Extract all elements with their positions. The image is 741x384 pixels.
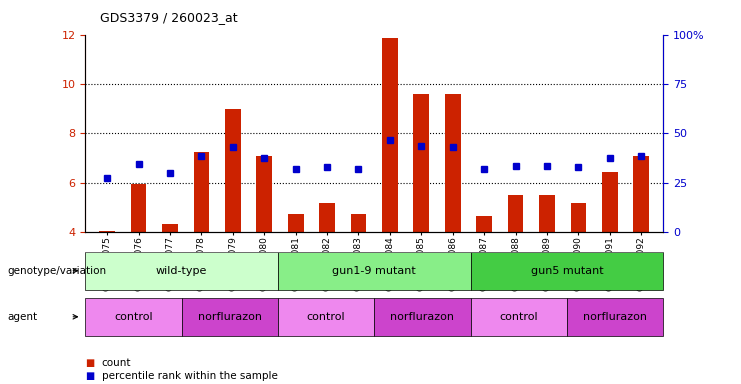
Text: GDS3379 / 260023_at: GDS3379 / 260023_at <box>100 12 238 25</box>
Bar <box>130 184 147 232</box>
Text: gun5 mutant: gun5 mutant <box>531 266 603 276</box>
Text: norflurazon: norflurazon <box>583 312 647 322</box>
Bar <box>539 195 555 232</box>
Text: count: count <box>102 358 131 368</box>
Bar <box>256 156 272 232</box>
Bar <box>319 203 335 232</box>
Bar <box>162 223 178 232</box>
Bar <box>413 94 429 232</box>
Text: agent: agent <box>7 312 38 322</box>
Text: control: control <box>114 312 153 322</box>
Bar <box>225 109 241 232</box>
Bar <box>382 38 398 232</box>
Text: genotype/variation: genotype/variation <box>7 266 107 276</box>
Bar <box>508 195 523 232</box>
Bar <box>288 214 304 232</box>
Text: control: control <box>307 312 345 322</box>
Text: norflurazon: norflurazon <box>198 312 262 322</box>
Text: norflurazon: norflurazon <box>391 312 454 322</box>
Text: control: control <box>499 312 538 322</box>
Text: gun1-9 mutant: gun1-9 mutant <box>332 266 416 276</box>
Text: percentile rank within the sample: percentile rank within the sample <box>102 371 277 381</box>
Text: wild-type: wild-type <box>156 266 207 276</box>
Bar <box>350 214 366 232</box>
Bar <box>634 156 649 232</box>
Text: ■: ■ <box>85 371 94 381</box>
Bar <box>99 231 115 232</box>
Bar <box>193 152 209 232</box>
Bar <box>445 94 461 232</box>
Bar <box>571 203 586 232</box>
Bar <box>602 172 618 232</box>
Text: ■: ■ <box>85 358 94 368</box>
Bar <box>476 216 492 232</box>
